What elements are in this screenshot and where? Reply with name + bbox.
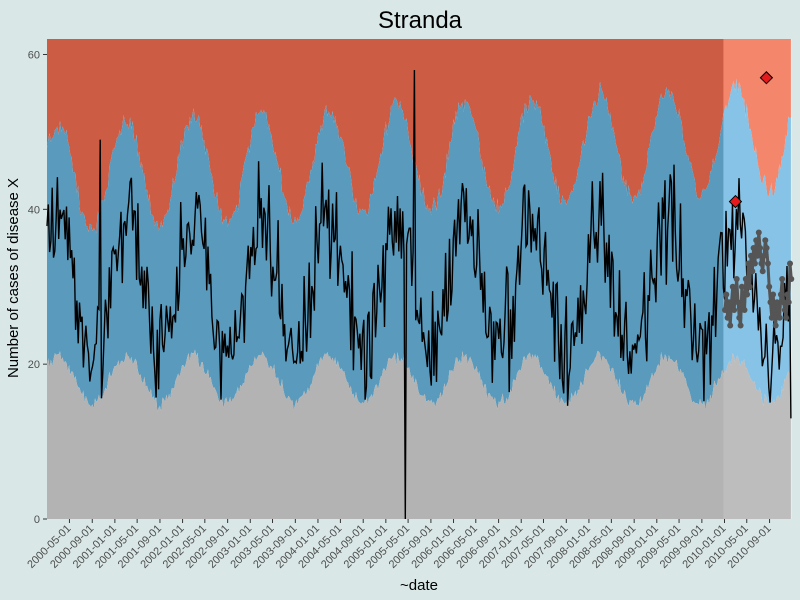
prediction-point xyxy=(728,299,735,306)
prediction-point xyxy=(755,229,762,236)
prediction-point xyxy=(729,283,736,290)
prediction-point xyxy=(741,307,748,313)
prediction-point xyxy=(759,268,766,275)
prediction-point xyxy=(785,299,792,306)
prediction-point xyxy=(772,322,779,329)
prediction-point xyxy=(749,268,756,275)
y-axis-title: Number of cases of disease X xyxy=(5,178,22,378)
alert-marker xyxy=(759,71,774,85)
prediction-point xyxy=(787,260,793,267)
alert-marker xyxy=(728,194,743,209)
prediction-point xyxy=(780,299,787,306)
prediction-point xyxy=(742,276,749,282)
prediction-point xyxy=(744,291,751,298)
prediction-point xyxy=(763,245,770,251)
prediction-point xyxy=(768,314,775,321)
y-axis: 0 20 40 60 xyxy=(28,49,47,526)
baseline-high-region xyxy=(47,39,725,233)
prediction-point xyxy=(761,252,767,259)
prediction-point xyxy=(784,291,791,298)
prediction-point xyxy=(764,260,771,267)
prediction-point xyxy=(724,314,731,321)
prediction-point xyxy=(774,299,780,306)
prediction-line xyxy=(723,232,793,326)
chart-title: Stranda xyxy=(378,7,463,34)
prediction-point xyxy=(779,276,786,282)
prediction-point xyxy=(757,245,764,251)
prediction-point xyxy=(766,283,773,290)
y-tick-label: 20 xyxy=(28,359,40,371)
prediction-point xyxy=(738,283,745,290)
prediction-point xyxy=(731,307,738,313)
prediction-point xyxy=(746,283,753,290)
prediction-point xyxy=(740,299,747,306)
prediction-point xyxy=(735,299,741,306)
baseline-low-region xyxy=(47,349,725,519)
prediction-point xyxy=(736,314,743,321)
prediction-point xyxy=(758,260,765,267)
prediction-point xyxy=(751,260,758,267)
prediction-point xyxy=(722,307,728,313)
prediction-point xyxy=(732,291,739,298)
x-axis-title: ~date xyxy=(400,577,438,594)
prediction-point xyxy=(781,307,788,313)
y-tick-label: 60 xyxy=(28,49,40,61)
prediction-point xyxy=(767,299,774,306)
prediction-point xyxy=(733,276,740,282)
prediction-point xyxy=(775,307,782,313)
prediction-point xyxy=(754,252,761,259)
prediction-point xyxy=(783,314,790,321)
y-tick-label: 40 xyxy=(28,204,40,216)
observed-line xyxy=(46,69,792,520)
prediction-high-region xyxy=(723,39,791,198)
prediction-point xyxy=(776,314,783,321)
prediction-point xyxy=(723,291,730,298)
plot-panel xyxy=(46,39,795,520)
prediction-point xyxy=(737,322,744,329)
prediction-point xyxy=(777,291,784,298)
prediction-point xyxy=(762,237,769,244)
y-tick-label: 0 xyxy=(34,514,40,526)
prediction-point xyxy=(788,276,795,282)
prediction-point xyxy=(745,260,752,267)
prediction-point xyxy=(727,322,734,329)
prediction-point xyxy=(748,252,754,259)
prediction-point xyxy=(770,291,777,298)
prediction-low-region xyxy=(723,353,791,519)
prediction-point xyxy=(753,237,760,244)
prediction-point xyxy=(750,245,757,251)
